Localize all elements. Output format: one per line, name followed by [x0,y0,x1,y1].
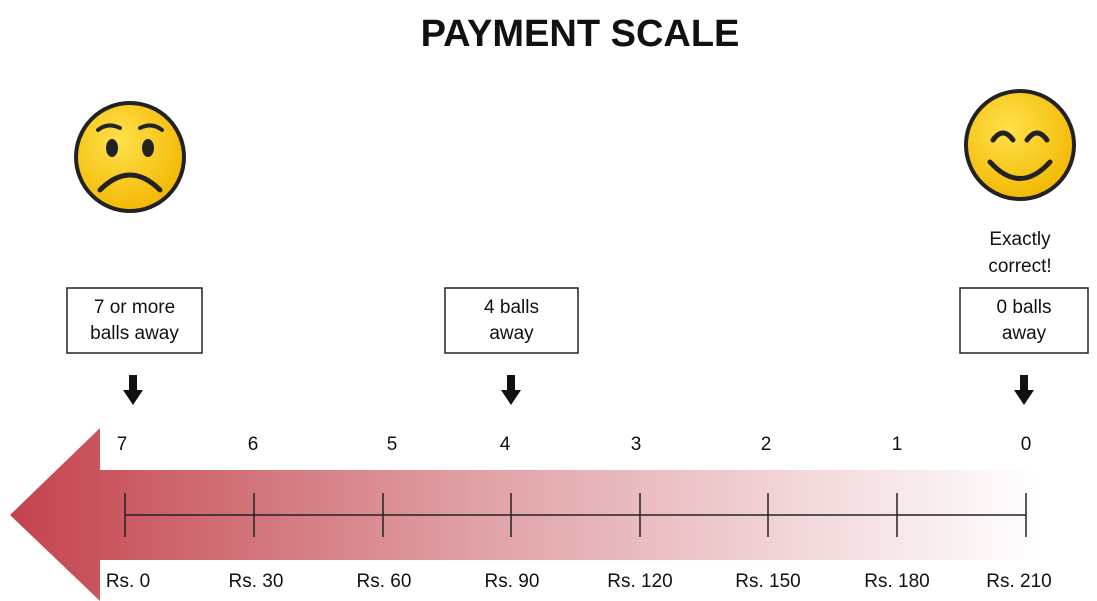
caption: correct! [988,256,1051,277]
title: PAYMENT SCALE [421,13,740,55]
ball-count: 5 [387,434,398,455]
payment-label: Rs. 120 [607,571,672,592]
down-arrow [501,375,521,405]
box-text: away [489,323,534,344]
box-text: 0 balls [997,297,1052,318]
box-text: 4 balls [484,297,539,318]
ball-count: 6 [248,434,259,455]
ball-count: 0 [1021,434,1032,455]
box-text: balls away [90,323,179,344]
ball-count: 4 [500,434,511,455]
ball-count: 2 [761,434,772,455]
payment-label: Rs. 30 [229,571,284,592]
payment-label: Rs. 150 [735,571,800,592]
sad-face [74,101,186,213]
happy-face [964,89,1076,201]
payment-label: Rs. 0 [106,571,150,592]
ball-count: 7 [117,434,128,455]
payment-label: Rs. 60 [357,571,412,592]
down-arrow [1014,375,1034,405]
down-arrow [123,375,143,405]
label-box [66,287,203,354]
label-box [959,287,1089,354]
box-text: 7 or more [94,297,175,318]
box-text: away [1002,323,1047,344]
payment-label: Rs. 90 [485,571,540,592]
caption: Exactly [989,229,1051,250]
payment-label: Rs. 210 [986,571,1051,592]
payment-label: Rs. 180 [864,571,929,592]
ball-count: 3 [631,434,642,455]
ball-count: 1 [892,434,903,455]
label-box [444,287,579,354]
